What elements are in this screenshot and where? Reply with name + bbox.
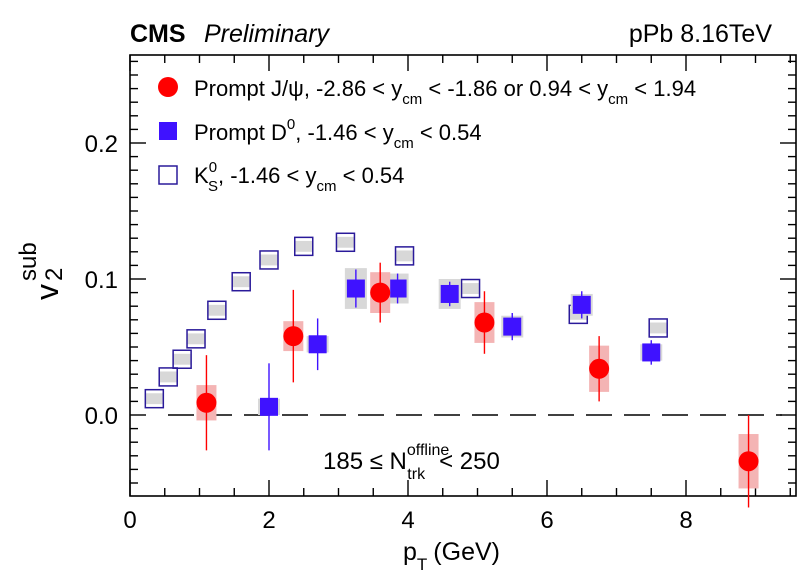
ks-point [394,246,415,266]
ks-point [158,367,178,387]
svg-text:v: v [29,284,65,300]
ks-point [294,236,314,257]
jpsi-point [474,312,495,333]
x-axis-title-main: p [403,538,417,566]
y-tick-label: 0.2 [85,131,118,158]
ks-syst-box [187,333,206,345]
legend: Prompt J/ψ, -2.86 < ycm < -1.86 or 0.94 … [158,76,696,195]
legend-jpsi-label: Prompt J/ψ, -2.86 < ycm < -1.86 or 0.94 … [194,76,696,108]
y-axis-title-sup: sub [15,242,42,281]
ks-syst-box [145,393,164,405]
status-label: Preliminary [204,20,331,48]
ks-syst-box [232,276,251,288]
legend-d0-marker [159,122,177,140]
ks-syst-box [461,283,480,294]
jpsi-point [196,392,217,413]
y-tick-label: 0.1 [85,267,118,294]
ks-point [460,278,481,299]
d0-point [572,295,591,314]
legend-d0-label: Prompt D0, -1.46 < ycm < 0.54 [194,116,482,152]
annotation-prefix: 185 ≤ N [323,448,407,475]
ks-syst-box [395,250,414,262]
d0-point [440,284,459,303]
experiment-label: CMS [130,20,186,48]
ks-syst-box [649,322,668,334]
jpsi-point [370,282,391,303]
ks-syst-box [336,236,355,248]
y-axis-title: v 2 sub [15,242,68,300]
axis-ticks: 0 2 4 6 8 0.0 0.1 0.2 [85,55,796,534]
ks-point [648,318,668,338]
jpsi-point [283,326,304,347]
ks-point [259,250,279,270]
d0-point [642,343,661,362]
d0-point [260,397,278,416]
x-tick-label: 6 [540,507,553,534]
ks-syst-box [173,353,192,365]
y-tick-label: 0.0 [85,403,118,430]
plot-frame [129,54,797,497]
ks-point [335,232,356,253]
d0-point [503,317,522,336]
ks-syst-box [260,254,278,266]
x-axis-title: pT (GeV) [403,538,500,574]
x-tick-label: 2 [262,507,275,534]
ks-point [231,271,251,292]
data-marks [144,232,759,508]
y-axis-title-main: v [29,284,65,300]
annotation-sup: offline [407,442,450,459]
multiplicity-annotation: 185 ≤ Noffline trk < 250 [323,442,500,483]
jpsi-point [589,358,610,379]
x-axis-title-sub: T [417,555,427,574]
ks-point [144,388,165,409]
legend-jpsi-marker [158,77,178,97]
legend-ks-label: K0 S, -1.46 < ycm < 0.54 [194,159,404,195]
d0-point [346,279,365,298]
collision-system-label: pPb 8.16TeV [629,20,772,48]
x-tick-label: 4 [401,507,414,534]
y-axis-title-sub: 2 [41,268,68,281]
annotation-suffix: < 250 [439,448,500,475]
x-axis-title-unit: (GeV) [433,538,500,566]
ks-point [207,300,227,321]
d0-point [308,335,327,354]
legend-ks-marker [158,165,178,185]
annotation-sub: trk [407,466,426,483]
ks-point [172,349,192,369]
jpsi-point [738,451,759,472]
ks-syst-box [294,240,313,252]
ks-point [186,329,206,349]
ks-syst-box [207,304,226,316]
ks-syst-box [159,371,178,383]
x-tick-label: 0 [123,507,136,534]
d0-point [388,279,407,298]
x-tick-label: 8 [679,507,692,534]
